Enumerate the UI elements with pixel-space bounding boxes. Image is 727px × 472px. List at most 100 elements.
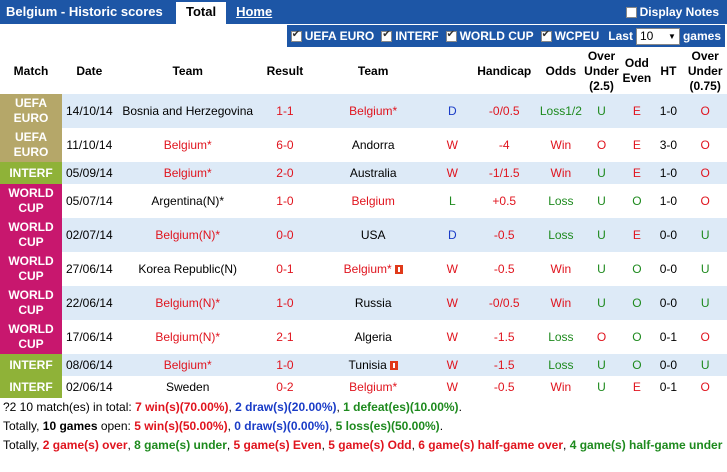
match-date-text: 22/06/14 [65, 296, 113, 310]
match-ht: 3-0 [653, 128, 684, 162]
display-notes-checkbox[interactable] [625, 6, 637, 18]
match-competition: WORLD CUP [0, 286, 62, 320]
home-team[interactable]: Belgium(N)* [116, 286, 259, 320]
table-row: WORLD CUP 05/07/14 Argentina(N)* 1-0 Belgium… [0, 184, 727, 218]
match-result: 6-0 [258, 128, 312, 162]
table-row: INTERF 05/09/14 Belgium* 2-0 Australia W -1/1.… [0, 162, 727, 184]
match-competition: INTERF [0, 354, 62, 376]
away-team[interactable]: Russia [311, 286, 436, 320]
match-odd-even-text: O [632, 296, 642, 310]
filter-wcpeu-checkbox[interactable] [540, 29, 552, 42]
match-over-under-text: U [597, 380, 606, 394]
match-handicap-text: -4 [498, 138, 510, 152]
away-team[interactable]: Andorra [311, 128, 436, 162]
match-ht: 0-1 [653, 376, 684, 398]
match-odd-even-text: O [632, 194, 642, 208]
match-over-under-ht-text: O [700, 166, 710, 180]
summary-line-3: Totally, 2 game(s) over, 8 game(s) under… [3, 436, 727, 455]
match-ht: 0-0 [653, 286, 684, 320]
match-outcome: D [435, 218, 470, 252]
match-odd-even: E [620, 218, 654, 252]
match-odd-even-text: O [632, 330, 642, 344]
table-row: WORLD CUP 17/06/14 Belgium(N)* 2-1 Algeria W -… [0, 320, 727, 354]
col-team-home: Team [116, 48, 259, 94]
match-competition: WORLD CUP [0, 218, 62, 252]
match-odd-even-text: E [632, 104, 641, 118]
filter-wcpeu-label: WCPEU [554, 29, 600, 43]
home-team[interactable]: Belgium(N)* [116, 320, 259, 354]
tab-home[interactable]: Home [236, 4, 273, 19]
match-handicap: -1/1.5 [469, 162, 540, 184]
filter-euro-label: UEFA EURO [304, 29, 375, 43]
summary: ?2 10 match(es) in total: 7 win(s)(70.00… [0, 398, 727, 455]
home-team[interactable]: Bosnia and Herzegovina [116, 94, 259, 128]
table-row: UEFA EURO 14/10/14 Bosnia and Herzegovina 1… [0, 94, 727, 128]
match-odd-even: O [620, 286, 654, 320]
filter-euro-checkbox[interactable] [290, 29, 302, 42]
match-over-under-ht: O [683, 128, 727, 162]
col-ht: HT [653, 48, 684, 94]
away-team[interactable]: Belgium [311, 184, 436, 218]
match-result: 0-0 [258, 218, 312, 252]
chevron-down-icon: ▼ [668, 31, 676, 41]
last-games-select[interactable]: 10 ▼ [635, 27, 680, 45]
match-competition-text: INTERF [9, 357, 53, 372]
match-outcome-text: D [447, 104, 457, 118]
filter-worldcup-checkbox[interactable] [445, 29, 457, 42]
match-result: 1-0 [258, 184, 312, 218]
match-ht: 0-0 [653, 252, 684, 286]
match-over-under: U [582, 94, 621, 128]
summary-2-losses: 5 loss(es)(50.00%) [335, 419, 440, 433]
home-team[interactable]: Belgium* [116, 162, 259, 184]
match-date: 05/07/14 [61, 184, 117, 218]
match-result-text: 6-0 [276, 138, 294, 152]
home-team[interactable]: Sweden [116, 376, 259, 398]
match-outcome-text: W [446, 138, 458, 152]
match-odd-even: E [620, 162, 654, 184]
away-team[interactable]: Belgium* [311, 94, 436, 128]
home-team[interactable]: Belgium* [116, 128, 259, 162]
match-ht-text: 0-0 [659, 296, 678, 310]
summary-1-wins: 7 win(s)(70.00%) [135, 400, 229, 414]
match-outcome-text: L [448, 194, 456, 208]
summary-2-mid1: open: [97, 419, 135, 433]
away-team[interactable]: Belgium* [311, 376, 436, 398]
home-team[interactable]: Belgium(N)* [116, 218, 259, 252]
away-team-text: USA [360, 228, 386, 242]
away-team[interactable]: Australia [311, 162, 436, 184]
table-row: INTERF 02/06/14 Sweden 0-2 Belgium* W -0.5 Win U… [0, 376, 727, 398]
match-ht-text: 1-0 [659, 104, 678, 118]
tab-total[interactable]: Total [176, 2, 227, 24]
match-odds-text: Win [550, 166, 572, 180]
home-team-text: Belgium(N)* [155, 228, 221, 242]
match-ht: 0-1 [653, 320, 684, 354]
summary-line-1: ?2 10 match(es) in total: 7 win(s)(70.00… [3, 398, 727, 417]
match-date: 17/06/14 [61, 320, 117, 354]
summary-1-prefix: ?2 10 match(es) in total: [3, 400, 136, 414]
col-odd-even: Odd Even [620, 48, 654, 94]
home-team[interactable]: Argentina(N)* [116, 184, 259, 218]
away-team[interactable]: Tunisia [311, 354, 436, 376]
games-label: games [682, 29, 721, 43]
match-ht-text: 0-1 [659, 380, 678, 394]
home-team[interactable]: Belgium* [116, 354, 259, 376]
away-team[interactable]: USA [311, 218, 436, 252]
filter-interf-checkbox[interactable] [381, 29, 393, 42]
away-team[interactable]: Algeria [311, 320, 436, 354]
home-team-text: Bosnia and Herzegovina [122, 104, 254, 118]
display-notes-toggle[interactable]: Display Notes [625, 5, 719, 19]
match-over-under: U [582, 354, 621, 376]
match-handicap: +0.5 [469, 184, 540, 218]
home-team[interactable]: Korea Republic(N) [116, 252, 259, 286]
summary-2-wins: 5 win(s)(50.00%) [134, 419, 228, 433]
match-odds: Loss [539, 320, 583, 354]
match-outcome-text: W [446, 358, 458, 372]
table-row: WORLD CUP 27/06/14 Korea Republic(N) 0-1 Bel… [0, 252, 727, 286]
col-match: Match [0, 48, 62, 94]
away-team[interactable]: Belgium* [311, 252, 436, 286]
match-handicap: -0/0.5 [469, 286, 540, 320]
match-date-text: 05/07/14 [65, 194, 113, 208]
match-odds-text: Loss [548, 228, 574, 242]
away-team-text: Belgium* [349, 380, 398, 394]
match-competition-text: UEFA EURO [13, 96, 49, 125]
